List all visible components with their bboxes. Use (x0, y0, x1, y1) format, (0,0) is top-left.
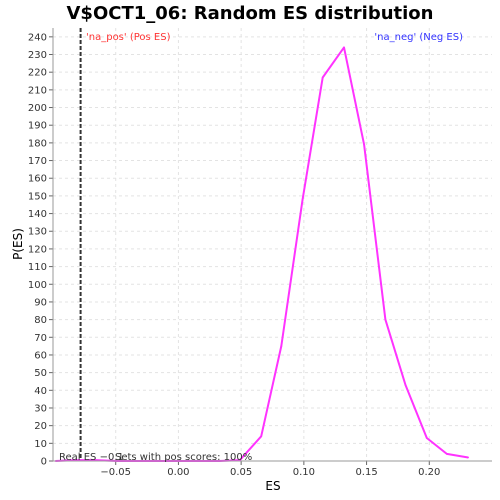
y-tick-label: 210 (28, 85, 47, 96)
data-point (425, 437, 428, 439)
y-tick-label: 110 (28, 262, 47, 273)
y-tick-label: 40 (34, 386, 47, 397)
data-point (404, 384, 407, 386)
y-tick-label: 130 (28, 227, 47, 238)
chart-title: V$OCT1_06: Random ES distribution (67, 3, 434, 24)
x-axis-ticks: −0.05 0.00 0.05 0.10 0.15 0.20 (100, 461, 440, 478)
y-tick-label: 80 (34, 315, 47, 326)
y-tick-label: 50 (34, 368, 47, 379)
x-tick-label: 0.10 (293, 467, 315, 478)
x-tick-label: 0.20 (418, 467, 440, 478)
y-tick-label: 120 (28, 244, 47, 255)
y-tick-label: 60 (34, 350, 47, 361)
x-tick-label: 0.15 (355, 467, 377, 478)
y-tick-label: 170 (28, 156, 47, 167)
data-point (446, 453, 448, 455)
y-axis-ticks: 0 10 20 30 40 50 60 70 80 90 100 110 120 130 140 150 160… (28, 32, 53, 468)
y-tick-label: 140 (28, 209, 47, 220)
x-axis-label: ES (265, 479, 280, 493)
x-tick-label: 0.00 (167, 467, 189, 478)
y-tick-label: 30 (34, 403, 47, 414)
y-tick-label: 90 (34, 297, 47, 308)
data-point (467, 456, 469, 459)
y-tick-label: 150 (28, 191, 47, 202)
y-tick-label: 240 (28, 32, 47, 43)
data-point (301, 198, 304, 201)
y-tick-label: 0 (41, 457, 47, 468)
y-tick-label: 20 (34, 421, 47, 432)
data-point (260, 435, 263, 438)
data-point (321, 76, 324, 79)
legend-pos-es: 'na_pos' (Pos ES) (86, 32, 171, 43)
grid-lines (53, 28, 492, 462)
y-axis-label: P(ES) (11, 228, 25, 260)
y-tick-label: 220 (28, 68, 47, 79)
y-tick-label: 70 (34, 333, 47, 344)
y-tick-label: 200 (28, 103, 47, 114)
data-point (384, 318, 387, 321)
x-tick-label: −0.05 (100, 467, 131, 478)
y-tick-label: 190 (28, 121, 47, 132)
data-point (280, 345, 283, 347)
y-tick-label: 160 (28, 174, 47, 185)
real-es-annotation: Real ES −0.1 (59, 452, 124, 463)
y-tick-label: 180 (28, 138, 47, 149)
y-tick-label: 10 (34, 439, 47, 450)
data-point (343, 46, 345, 49)
plot-area (53, 28, 492, 461)
y-tick-label: 100 (28, 280, 47, 291)
pos-scores-annotation: Sets with pos scores: 100% (115, 452, 252, 463)
x-tick-label: 0.05 (230, 467, 252, 478)
y-tick-label: 230 (28, 50, 47, 61)
legend-neg-es: 'na_neg' (Neg ES) (374, 32, 463, 43)
data-point (363, 143, 365, 146)
